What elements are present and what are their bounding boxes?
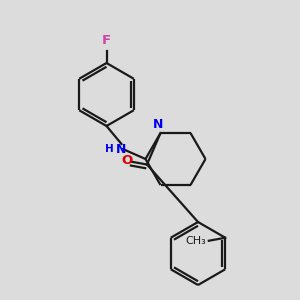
Text: O: O — [121, 154, 132, 166]
Text: N: N — [153, 118, 163, 130]
Text: N: N — [116, 142, 127, 156]
Text: H: H — [105, 144, 114, 154]
Text: F: F — [102, 34, 111, 47]
Text: CH₃: CH₃ — [186, 236, 206, 246]
